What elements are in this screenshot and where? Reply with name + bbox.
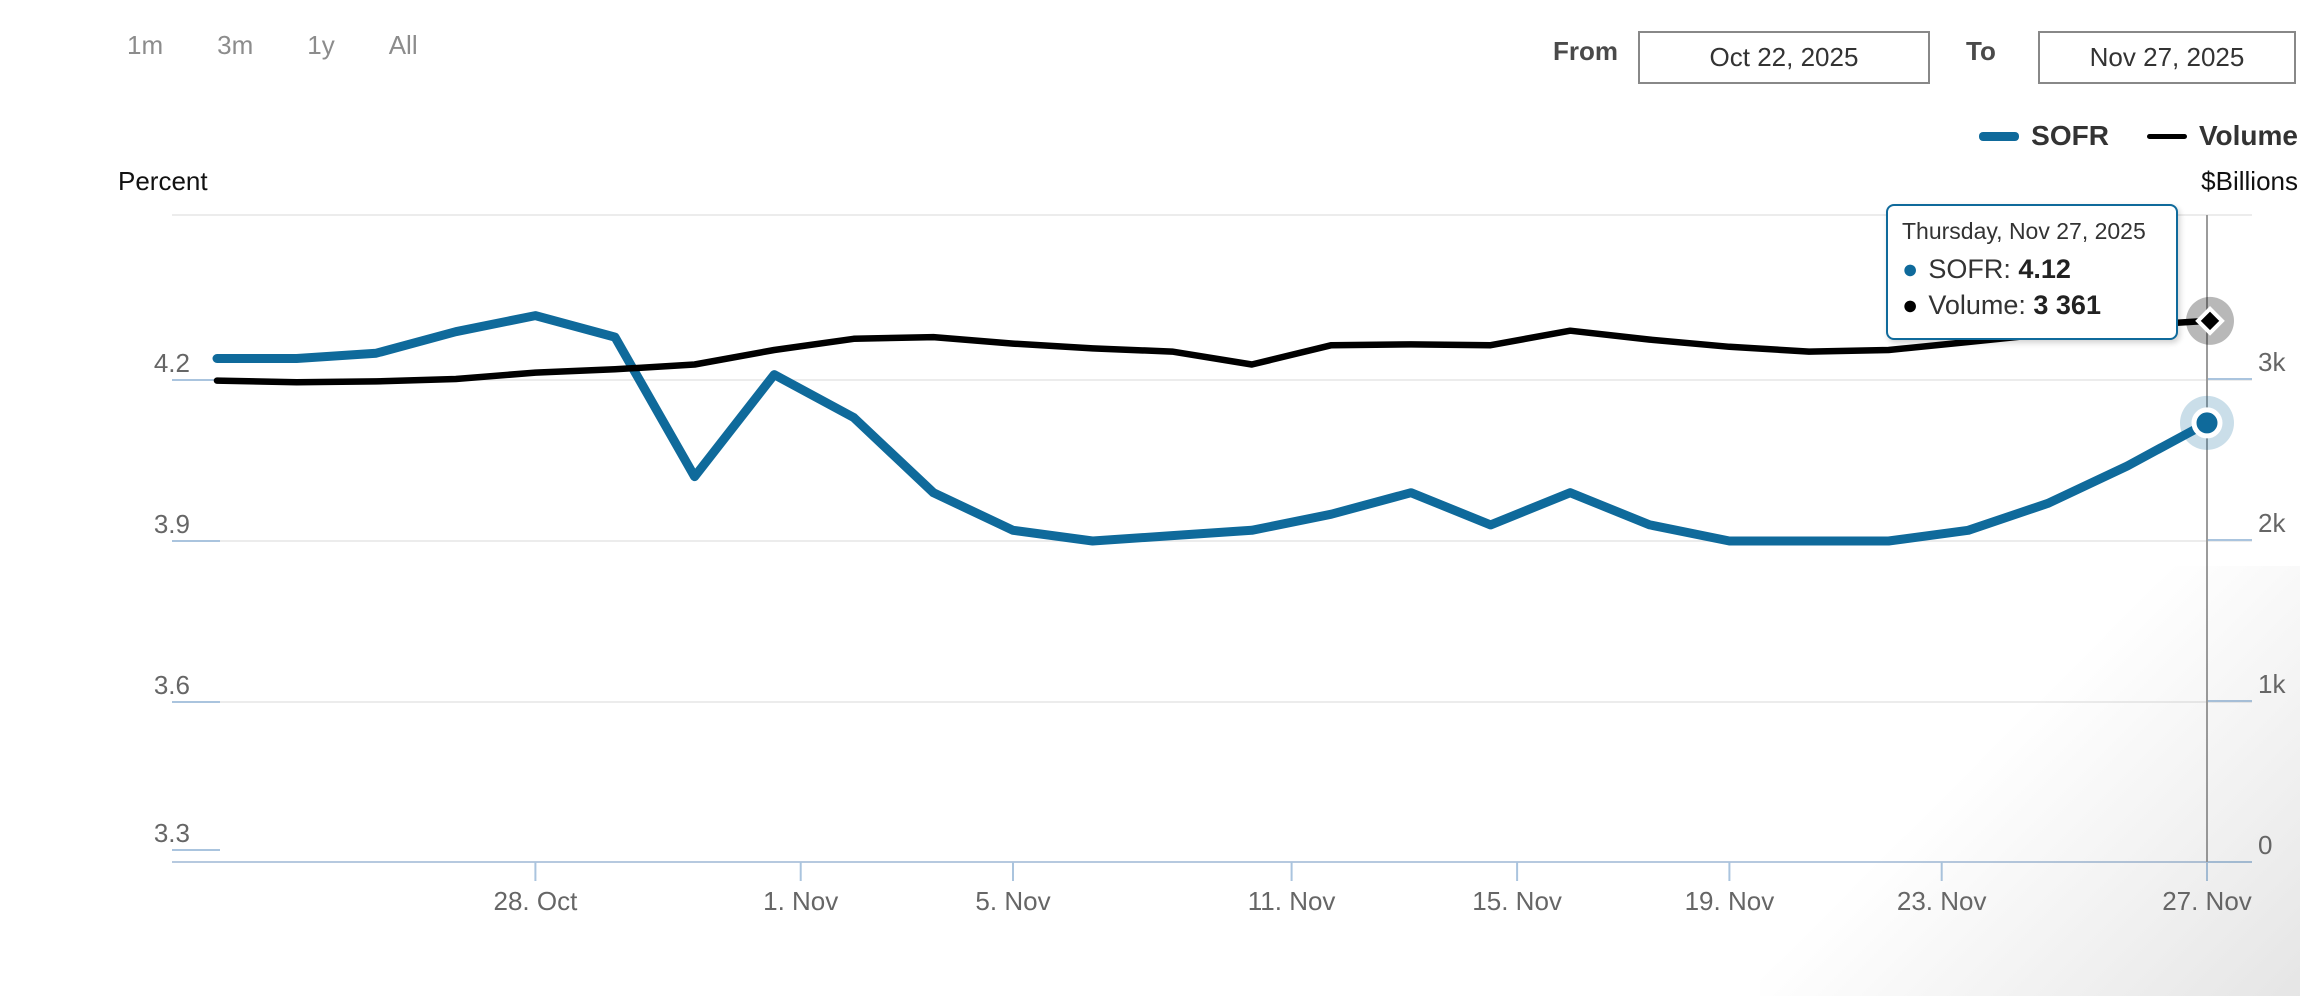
range-button-all[interactable]: All xyxy=(388,30,418,60)
date-range-bar: From To xyxy=(0,0,2300,90)
x-axis-label: 27. Nov xyxy=(2162,886,2252,916)
x-axis-label: 11. Nov xyxy=(1248,886,1336,916)
range-selector: 1m 3m 1y All xyxy=(127,30,418,61)
y-axis-label-right: 1k xyxy=(2258,669,2286,699)
y-axis-label-left: 3.3 xyxy=(154,818,190,848)
to-date-input[interactable] xyxy=(2038,31,2296,84)
volume-bullet-icon: ● xyxy=(1902,290,1919,321)
tooltip-sofr-text: SOFR: 4.12 xyxy=(1928,254,2071,284)
tooltip: Thursday, Nov 27, 2025 ● SOFR: 4.12 ● Vo… xyxy=(1886,204,2178,340)
volume-swatch-icon xyxy=(2146,133,2187,139)
x-axis-label: 15. Nov xyxy=(1472,886,1562,916)
to-label: To xyxy=(1966,36,1996,66)
range-button-1y[interactable]: 1y xyxy=(307,30,335,60)
from-date-input[interactable] xyxy=(1638,31,1930,84)
sofr-marker[interactable] xyxy=(2191,407,2223,439)
tooltip-row-volume: ● Volume: 3 361 xyxy=(1902,287,2162,323)
legend-item-sofr[interactable]: SOFR xyxy=(1979,120,2109,152)
range-button-3m[interactable]: 3m xyxy=(217,30,254,60)
y-axis-label-right: 0 xyxy=(2258,830,2272,860)
legend-label-sofr: SOFR xyxy=(2031,120,2109,151)
tooltip-volume-value: 3 361 xyxy=(2033,290,2101,321)
sofr-swatch-icon xyxy=(1979,131,2020,141)
legend-label-volume: Volume xyxy=(2198,120,2298,151)
x-axis-label: 23. Nov xyxy=(1897,886,1987,916)
right-axis-title: $Billions xyxy=(2201,166,2298,196)
x-axis-label: 1. Nov xyxy=(763,886,838,916)
legend-item-volume[interactable]: Volume xyxy=(2146,120,2298,152)
y-axis-label-left: 3.6 xyxy=(154,670,190,700)
range-button-1m[interactable]: 1m xyxy=(127,30,164,60)
y-axis-label-left: 4.2 xyxy=(154,348,190,378)
sofr-line[interactable] xyxy=(212,311,2212,546)
left-axis-title: Percent xyxy=(118,166,208,196)
volume-line[interactable] xyxy=(213,317,2211,386)
tooltip-date: Thursday, Nov 27, 2025 xyxy=(1902,218,2146,244)
tooltip-volume-text: Volume: 3 361 xyxy=(1928,290,2101,321)
y-axis-label-right: 3k xyxy=(2258,347,2286,377)
legend: SOFR Volume xyxy=(1979,120,2298,152)
y-axis-label-left: 3.9 xyxy=(154,509,190,539)
x-axis-label: 28. Oct xyxy=(493,886,578,916)
y-axis-label-right: 2k xyxy=(2258,508,2286,538)
from-label: From xyxy=(1553,36,1618,66)
sofr-bullet-icon: ● xyxy=(1902,253,1919,284)
tooltip-row-sofr: ● SOFR: 4.12 xyxy=(1902,251,2162,287)
x-axis-label: 5. Nov xyxy=(975,886,1050,916)
x-axis-label: 19. Nov xyxy=(1685,886,1775,916)
tooltip-sofr-value: 4.12 xyxy=(2018,254,2071,284)
volume-marker[interactable] xyxy=(2195,306,2225,336)
